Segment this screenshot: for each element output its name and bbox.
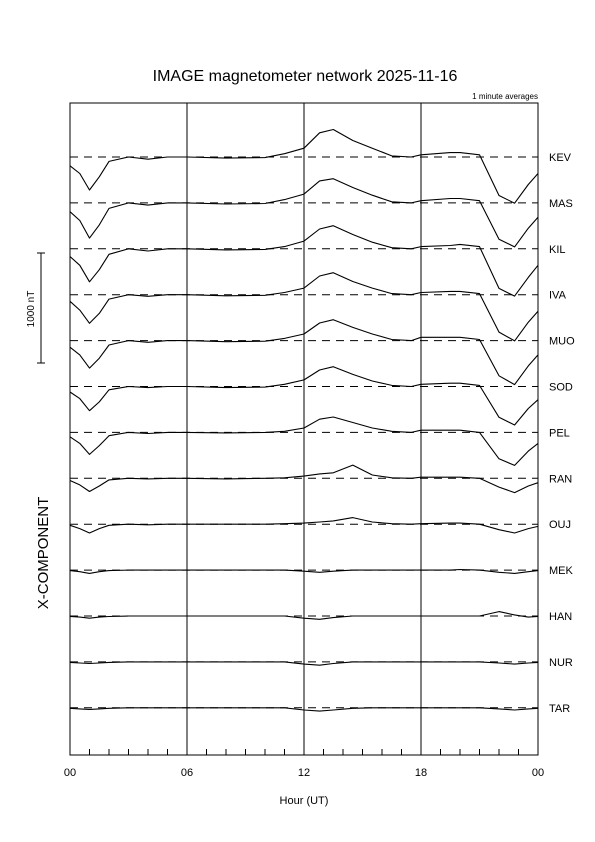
trace-ouj [69, 517, 539, 534]
y-axis-label: X-COMPONENT [35, 497, 52, 610]
x-tick-label: 00 [64, 767, 76, 779]
x-tick-label: 12 [298, 767, 310, 779]
station-label-mas: MAS [549, 198, 573, 210]
x-tick-label: 18 [415, 767, 427, 779]
trace-mas [69, 178, 539, 248]
trace-muo [69, 319, 539, 386]
trace-nur [69, 661, 539, 666]
scale-bar [37, 252, 45, 364]
minor-ticks [69, 746, 539, 755]
trace-pel [69, 416, 539, 466]
station-label-han: HAN [549, 611, 572, 623]
major-gridlines [186, 103, 422, 755]
trace-tar [69, 707, 539, 712]
trace-han [69, 611, 539, 620]
x-tick-label: 06 [181, 767, 193, 779]
x-axis-label: Hour (UT) [280, 795, 329, 807]
chart-subtitle: 1 minute averages [472, 92, 538, 101]
x-tick-labels: 00 06 12 18 00 [64, 767, 544, 779]
station-label-kev: KEV [549, 152, 572, 164]
station-label-pel: PEL [549, 427, 570, 439]
station-traces [69, 128, 539, 712]
trace-kev [69, 128, 539, 204]
trace-iva [69, 272, 539, 342]
station-label-muo: MUO [549, 336, 575, 348]
station-label-ran: RAN [549, 473, 572, 485]
station-label-sod: SOD [549, 382, 573, 394]
station-label-iva: IVA [549, 290, 567, 302]
station-label-nur: NUR [549, 657, 573, 669]
station-label-mek: MEK [549, 565, 574, 577]
x-tick-label: 00 [532, 767, 544, 779]
trace-sod [69, 366, 539, 426]
trace-kil [69, 225, 539, 297]
chart-title: IMAGE magnetometer network 2025-11-16 [153, 68, 458, 85]
station-label-tar: TAR [549, 703, 570, 715]
trace-ran [69, 464, 539, 494]
trace-mek [69, 568, 539, 574]
station-label-kil: KIL [549, 244, 566, 256]
scale-bar-label: 1000 nT [26, 291, 37, 328]
station-label-ouj: OUJ [549, 519, 571, 531]
station-labels: KEV MAS KIL IVA MUO SOD PEL RAN OUJ MEK HAN NUR TAR [549, 152, 575, 715]
